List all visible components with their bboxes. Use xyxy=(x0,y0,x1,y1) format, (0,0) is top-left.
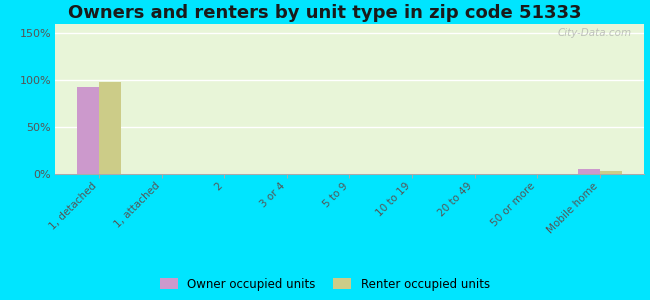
Bar xyxy=(77,87,99,174)
Legend: Owner occupied units, Renter occupied units: Owner occupied units, Renter occupied un… xyxy=(157,274,493,294)
Text: Owners and renters by unit type in zip code 51333: Owners and renters by unit type in zip c… xyxy=(68,4,582,22)
Bar xyxy=(600,171,621,174)
Bar xyxy=(578,169,600,174)
Bar xyxy=(99,82,121,174)
Text: City-Data.com: City-Data.com xyxy=(558,28,632,38)
